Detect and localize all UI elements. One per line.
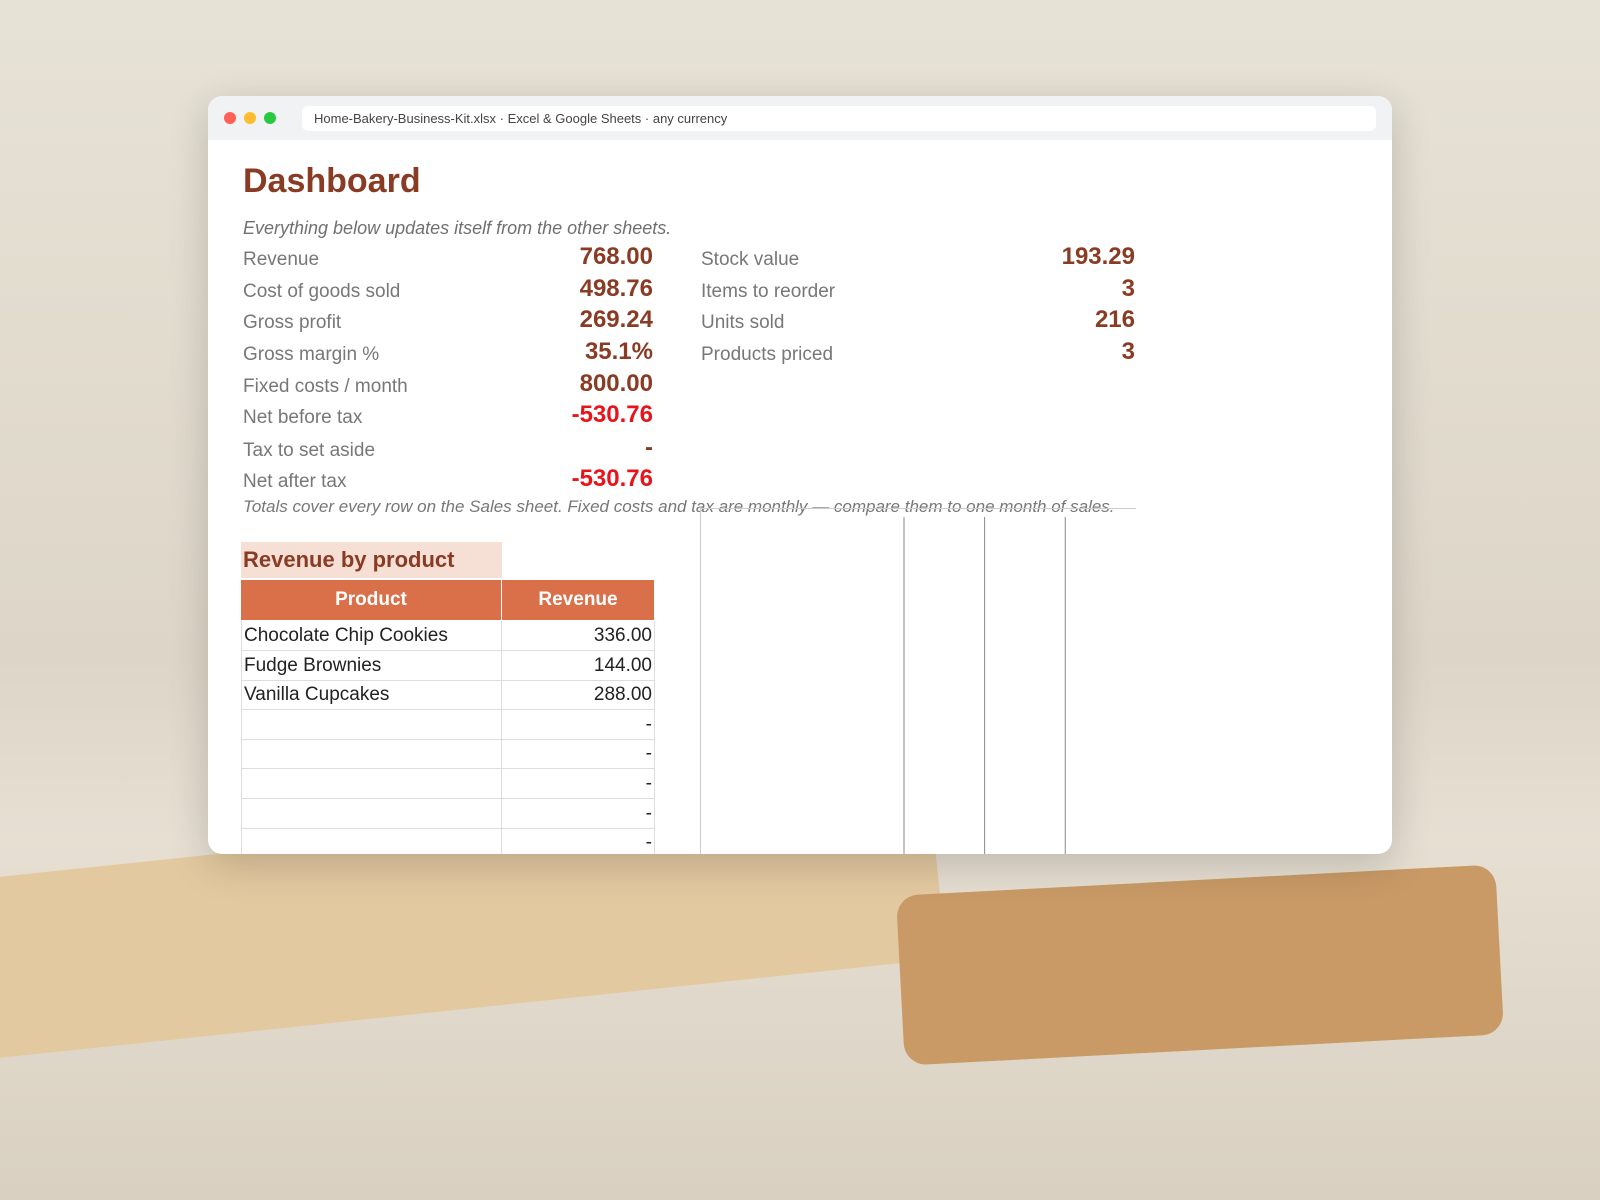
app-window: Home-Bakery-Business-Kit.xlsx · Excel & … — [208, 96, 1392, 854]
table-cell — [241, 769, 502, 799]
table-cell: - — [502, 769, 655, 799]
metric-value: 800.00 — [579, 370, 653, 397]
chart: Vanilla CupcakesChocolate Chip Cookies — [700, 508, 1136, 854]
close-button[interactable] — [224, 112, 236, 124]
metric-label: Gross profit — [243, 312, 342, 333]
metric-label: Net before tax — [243, 407, 363, 428]
metric-value: 216 — [1094, 306, 1135, 333]
metric-label: Stock value — [701, 249, 800, 270]
dashboard-title: Dashboard — [243, 162, 421, 200]
metric-label: Fixed costs / month — [243, 376, 408, 397]
metric-label: Cost of goods sold — [243, 281, 401, 302]
metric-label: Tax to set aside — [243, 440, 376, 461]
table-cell — [241, 709, 502, 740]
metric-value: 3 — [1121, 338, 1135, 365]
table-cell: Chocolate Chip Cookies — [241, 621, 502, 651]
dashboard-note: Totals cover every row on the Sales shee… — [243, 497, 1115, 516]
address-bar[interactable]: Home-Bakery-Business-Kit.xlsx · Excel & … — [302, 106, 1376, 131]
metric-value: - — [645, 434, 653, 461]
metric-value: 498.76 — [579, 275, 653, 302]
table-cell: Fudge Brownies — [241, 650, 502, 681]
metric-value: 193.29 — [1061, 243, 1135, 270]
table-cell: - — [502, 709, 655, 740]
table-title: Revenue by product — [241, 542, 502, 578]
table-cell: - — [502, 828, 655, 854]
table-cell: - — [502, 798, 655, 829]
metric-label: Units sold — [701, 312, 785, 333]
metric-label: Revenue — [243, 249, 320, 270]
table-cell — [241, 739, 502, 770]
metric-value: -530.76 — [571, 401, 653, 428]
metric-label: Items to reorder — [701, 281, 836, 302]
maximize-button[interactable] — [264, 112, 276, 124]
metric-value: 3 — [1121, 275, 1135, 302]
background-board — [895, 864, 1505, 1066]
chart-svg: Vanilla CupcakesChocolate Chip Cookies — [903, 517, 1066, 854]
metric-label: Products priced — [701, 344, 834, 365]
table-cell: - — [502, 739, 655, 770]
metric-value: 35.1% — [584, 338, 653, 365]
title-bar: Home-Bakery-Business-Kit.xlsx · Excel & … — [208, 96, 1392, 140]
table-cell: 336.00 — [502, 621, 655, 651]
table-header: Revenue — [502, 580, 655, 620]
dashboard-subtitle: Everything below updates itself from the… — [243, 218, 672, 238]
table-header: Product — [241, 580, 502, 620]
metric-value: -530.76 — [571, 465, 653, 492]
table-cell — [241, 798, 502, 829]
metric-label: Net after tax — [243, 471, 347, 492]
metric-value: 269.24 — [579, 306, 653, 333]
metric-value: 768.00 — [579, 243, 653, 270]
minimize-button[interactable] — [244, 112, 256, 124]
table-cell: 288.00 — [502, 680, 655, 711]
table-cell: 144.00 — [502, 650, 655, 681]
table-cell: Vanilla Cupcakes — [241, 680, 502, 711]
table-cell — [241, 828, 502, 854]
metric-label: Gross margin % — [243, 344, 380, 365]
